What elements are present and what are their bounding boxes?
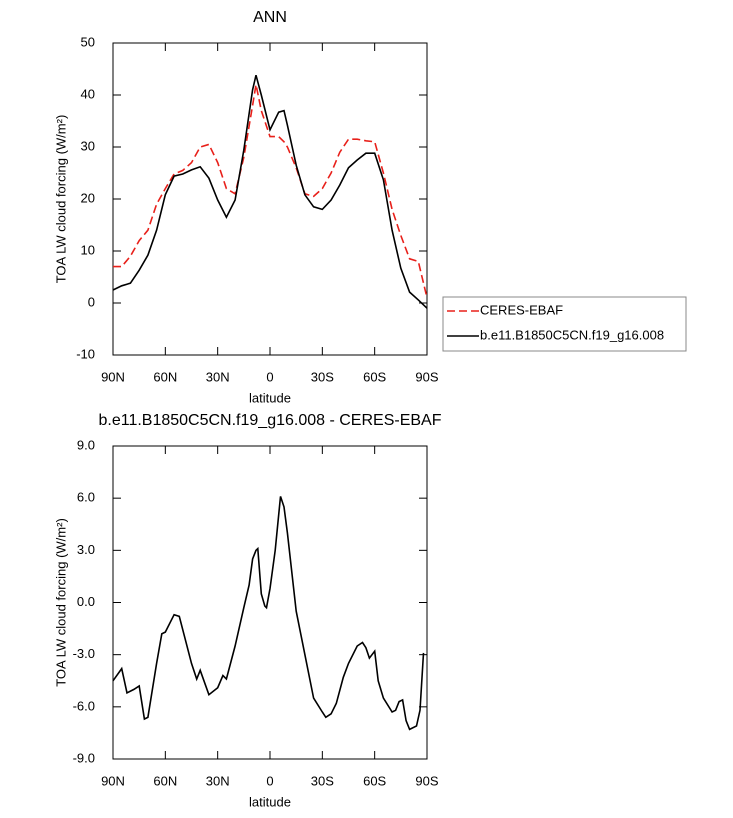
x-tick-label: 90N <box>101 369 125 384</box>
y-axis-label: TOA LW cloud forcing (W/m²) <box>53 518 68 687</box>
legend-label: CERES-EBAF <box>480 302 563 317</box>
x-tick-label: 90N <box>101 773 125 788</box>
legend-box <box>442 296 687 352</box>
x-tick-label: 0 <box>266 369 273 384</box>
y-tick-label: 3.0 <box>77 542 95 557</box>
data-line <box>112 74 428 309</box>
y-tick-label: 40 <box>81 86 95 101</box>
x-axis-label: latitude <box>249 794 291 809</box>
y-tick-label: 30 <box>81 138 95 153</box>
x-tick-label: 60N <box>153 773 177 788</box>
y-tick-label: 50 <box>81 34 95 49</box>
y-tick-label: 0.0 <box>77 594 95 609</box>
y-tick-label: -9.0 <box>73 750 95 765</box>
x-tick-label: 30S <box>311 773 334 788</box>
y-tick-label: 20 <box>81 190 95 205</box>
data-line <box>112 496 425 731</box>
data-line <box>113 84 428 298</box>
legend-label: b.e11.B1850C5CN.f19_g16.008 <box>480 327 664 342</box>
x-tick-label: 90S <box>415 369 438 384</box>
y-tick-label: -3.0 <box>73 646 95 661</box>
y-tick-label: -10 <box>76 346 95 361</box>
x-tick-label: 90S <box>415 773 438 788</box>
x-axis-label: latitude <box>249 390 291 405</box>
y-tick-label: 6.0 <box>77 490 95 505</box>
x-tick-label: 30N <box>206 369 230 384</box>
x-tick-label: 30S <box>311 369 334 384</box>
y-tick-label: -6.0 <box>73 698 95 713</box>
x-tick-label: 30N <box>206 773 230 788</box>
chart-title: b.e11.B1850C5CN.f19_g16.008 - CERES-EBAF <box>98 412 441 429</box>
x-tick-label: 60S <box>363 369 386 384</box>
y-tick-label: 10 <box>81 242 95 257</box>
y-axis-label: TOA LW cloud forcing (W/m²) <box>53 115 68 284</box>
plot-frame <box>112 445 428 760</box>
x-tick-label: 0 <box>266 773 273 788</box>
x-tick-label: 60S <box>363 773 386 788</box>
y-tick-label: 0 <box>88 294 95 309</box>
x-tick-label: 60N <box>153 369 177 384</box>
chart-title: ANN <box>253 9 287 26</box>
y-tick-label: 9.0 <box>77 437 95 452</box>
